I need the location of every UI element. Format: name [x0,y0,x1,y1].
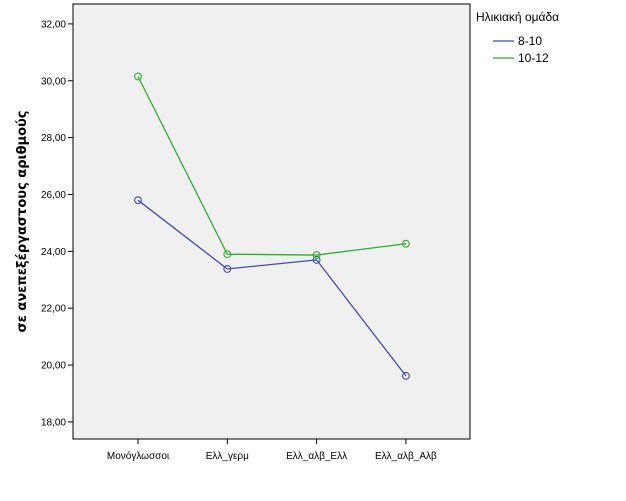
axes: 18,00 20,00 22,00 24,00 26,00 28,00 30,00 32,00… [41,19,437,462]
legend-title: Ηλικιακή ομάδα [476,10,559,24]
x-tick-label: Ελλ_αλβ_Αλβ [375,451,437,462]
legend-label: 8-10 [518,34,542,48]
x-tick-label: Μονόγλωσσοι [107,450,169,462]
data-point [312,255,321,264]
data-point [401,239,410,248]
data-point [401,371,410,380]
y-tick-label: 18,00 [41,417,66,428]
data-point [312,251,321,259]
y-tick-label: 20,00 [41,361,66,372]
legend-label: 10-12 [518,51,549,65]
series-8-10 [134,196,410,380]
x-tick-label: Ελλ_αλβ_Ελλ [286,451,347,462]
plot-area [72,3,471,440]
y-axis-label: σε ανεπεξέργαστους αριθμούς [15,110,30,332]
series-layer [134,72,410,380]
y-tick-label: 22,00 [41,304,66,315]
y-tick-label: 28,00 [41,133,66,144]
y-tick-label: 32,00 [41,19,66,30]
legend: Ηλικιακή ομάδα 8-10 10-12 [476,10,559,65]
series-line [137,76,406,256]
series-10-12 [134,72,410,259]
y-tick-label: 26,00 [41,190,66,201]
data-point [134,196,142,205]
legend-item: 8-10 [493,34,542,48]
data-point [223,265,232,273]
legend-item: 10-12 [493,51,549,65]
data-point [223,250,232,259]
x-tick-label: Ελλ_γερμ [206,451,249,462]
y-tick-label: 24,00 [41,247,66,258]
data-point [134,72,142,81]
series-line [137,199,407,377]
y-tick-label: 30,00 [41,76,66,87]
